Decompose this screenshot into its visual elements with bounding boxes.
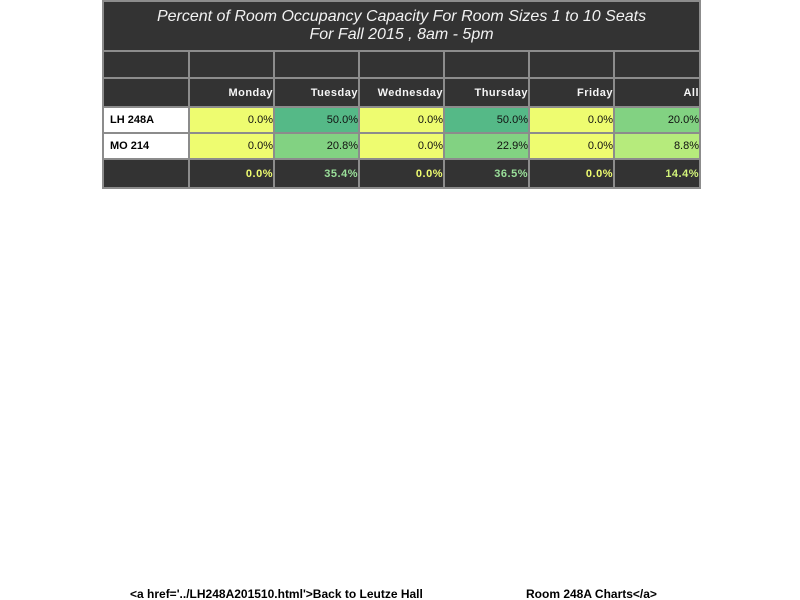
table-title: Percent of Room Occupancy Capacity For R… <box>101 0 702 52</box>
room-name: LH 248A <box>102 106 190 134</box>
occupancy-cell: 0.0% <box>188 132 275 160</box>
spacer-row <box>102 50 702 79</box>
header-thursday: Thursday <box>443 77 530 108</box>
header-room <box>102 77 190 108</box>
occupancy-cell: 50.0% <box>273 106 360 134</box>
total-cell: 36.5% <box>443 158 530 189</box>
occupancy-cell: 20.0% <box>612 106 702 134</box>
title-row: Percent of Room Occupancy Capacity For R… <box>101 0 702 52</box>
spacer-cell <box>273 50 360 79</box>
occupancy-cell: 22.9% <box>443 132 530 160</box>
header-row: Monday Tuesday Wednesday Thursday Friday… <box>102 77 702 108</box>
header-wednesday: Wednesday <box>358 77 445 108</box>
header-friday: Friday <box>528 77 615 108</box>
occupancy-cell: 0.0% <box>358 132 445 160</box>
spacer-cell <box>443 50 530 79</box>
room-name: MO 214 <box>102 132 190 160</box>
header-tuesday: Tuesday <box>273 77 360 108</box>
total-cell: 0.0% <box>358 158 445 189</box>
header-all: All <box>612 77 702 108</box>
room-charts-text: Room 248A Charts</a> <box>526 587 657 600</box>
occupancy-cell: 0.0% <box>188 106 275 134</box>
title-line-1: Percent of Room Occupancy Capacity For R… <box>156 8 647 25</box>
total-cell: 14.4% <box>612 158 702 189</box>
occupancy-cell: 0.0% <box>528 132 615 160</box>
total-cell: 35.4% <box>273 158 360 189</box>
occupancy-table: Percent of Room Occupancy Capacity For R… <box>101 0 702 189</box>
totals-label <box>102 158 190 189</box>
title-line-2: For Fall 2015 , 8am - 5pm <box>309 26 494 43</box>
occupancy-cell: 20.8% <box>273 132 360 160</box>
total-cell: 0.0% <box>188 158 275 189</box>
total-cell: 0.0% <box>528 158 615 189</box>
table-row: MO 214 0.0% 20.8% 0.0% 22.9% 0.0% 8.8% <box>102 132 702 160</box>
table-row: LH 248A 0.0% 50.0% 0.0% 50.0% 0.0% 20.0% <box>102 106 702 134</box>
spacer-cell <box>612 50 702 79</box>
occupancy-cell: 0.0% <box>528 106 615 134</box>
spacer-cell <box>102 50 190 79</box>
occupancy-cell: 0.0% <box>358 106 445 134</box>
occupancy-cell: 8.8% <box>612 132 702 160</box>
back-to-leutze-hall-text: <a href='../LH248A201510.html'>Back to L… <box>130 587 423 600</box>
occupancy-cell: 50.0% <box>443 106 530 134</box>
spacer-cell <box>188 50 275 79</box>
spacer-cell <box>358 50 445 79</box>
header-monday: Monday <box>188 77 275 108</box>
totals-row: 0.0% 35.4% 0.0% 36.5% 0.0% 14.4% <box>102 158 702 189</box>
spacer-cell <box>528 50 615 79</box>
